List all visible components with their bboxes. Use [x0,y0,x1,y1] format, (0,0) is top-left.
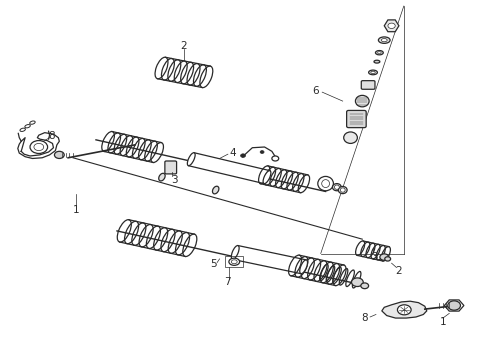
Circle shape [351,278,363,287]
Ellipse shape [334,185,339,189]
Text: 8: 8 [49,131,55,141]
Circle shape [34,143,44,150]
Ellipse shape [355,95,369,107]
Text: 7: 7 [224,277,231,287]
Ellipse shape [375,50,383,55]
Ellipse shape [378,37,390,43]
Ellipse shape [343,132,357,143]
Ellipse shape [231,260,237,264]
Ellipse shape [371,71,375,73]
Circle shape [260,150,264,153]
Circle shape [54,151,64,158]
Ellipse shape [213,186,219,194]
Polygon shape [188,153,270,184]
Circle shape [241,154,245,157]
Circle shape [30,140,48,153]
Ellipse shape [381,39,387,42]
Circle shape [388,23,395,28]
Text: 4: 4 [229,148,236,158]
Polygon shape [384,20,399,32]
Ellipse shape [229,258,240,265]
Ellipse shape [187,153,195,166]
Text: 3: 3 [371,252,378,262]
Text: 2: 2 [181,41,187,51]
Ellipse shape [368,70,377,75]
Text: 6: 6 [313,86,319,96]
Text: 1: 1 [73,206,80,216]
Ellipse shape [159,173,165,181]
Circle shape [272,156,279,161]
Ellipse shape [332,184,341,191]
Circle shape [385,257,391,261]
Text: 1: 1 [440,317,446,327]
Ellipse shape [263,171,271,184]
Ellipse shape [374,60,380,63]
Text: 3: 3 [171,175,177,185]
Text: 2: 2 [395,266,402,276]
Ellipse shape [338,186,347,194]
Circle shape [380,254,389,260]
Ellipse shape [378,52,381,54]
Circle shape [448,301,461,310]
Ellipse shape [300,260,308,274]
Ellipse shape [322,180,330,188]
FancyBboxPatch shape [165,161,176,174]
FancyBboxPatch shape [361,81,375,89]
Polygon shape [382,301,427,318]
Ellipse shape [340,188,345,192]
Polygon shape [233,246,306,274]
FancyBboxPatch shape [346,111,366,128]
Text: 8: 8 [362,313,368,323]
Circle shape [361,283,368,289]
Ellipse shape [231,246,239,259]
Ellipse shape [318,176,333,191]
Circle shape [397,305,411,315]
Text: 5: 5 [210,259,217,269]
